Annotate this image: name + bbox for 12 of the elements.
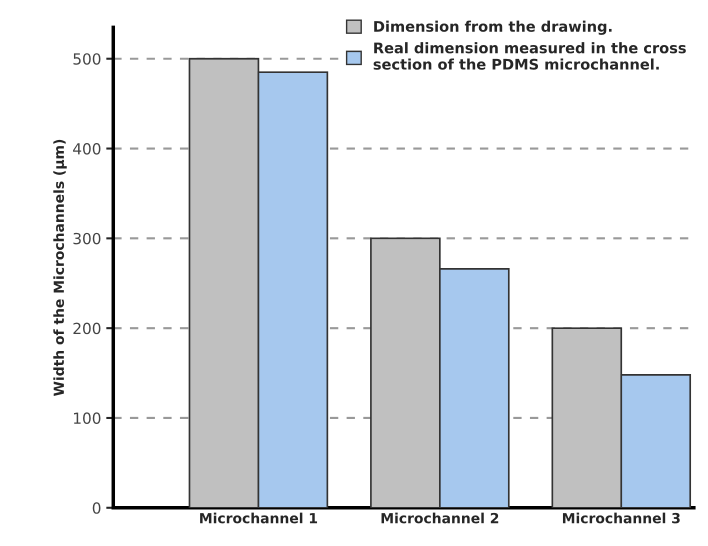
y-axis-title: Width of the Microchannels (μm) [53,140,67,396]
x-tick-label: Microchannel 1 [200,512,318,524]
x-tick-label: Microchannel 3 [562,512,680,524]
y-tick-label: 400 [73,143,100,155]
x-tick-label: Microchannel 2 [382,512,498,524]
legend-label: Real dimension measured in the cross section of the PDMS microchannel. [374,42,686,70]
y-tick-label: 200 [73,322,100,334]
legend-label: Dimension from the drawing. [374,20,612,35]
y-tick-label: 300 [73,232,100,244]
y-tick-label: 100 [74,412,100,424]
y-tick-label: 500 [73,53,100,65]
y-tick-label: 0 [92,502,100,514]
